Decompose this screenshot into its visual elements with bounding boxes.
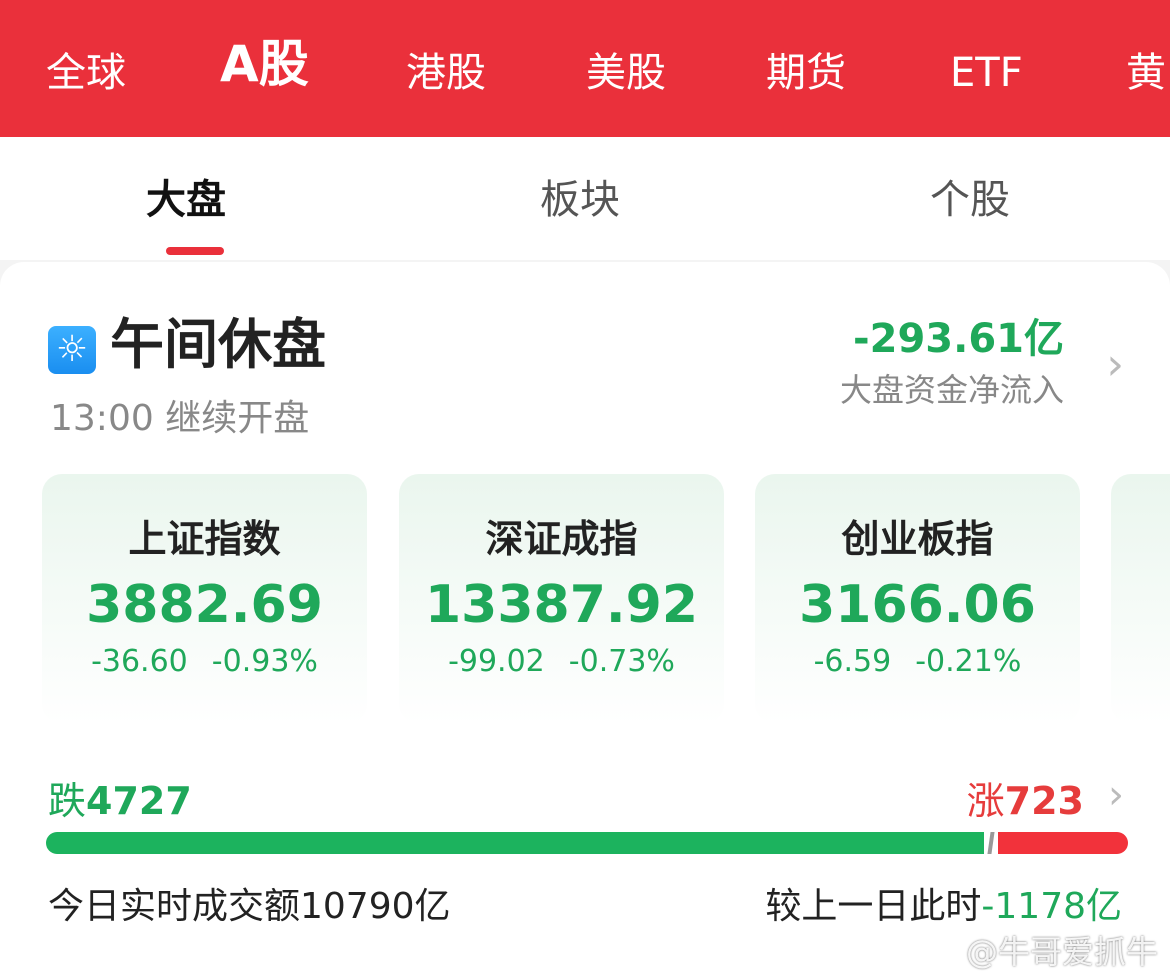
tab-etf[interactable]: ETF bbox=[950, 50, 1023, 96]
compare-value: -1178亿 bbox=[981, 886, 1122, 927]
tab-global[interactable]: 全球 bbox=[46, 50, 126, 96]
tab-us[interactable]: 美股 bbox=[586, 50, 666, 96]
advancers-bar bbox=[998, 832, 1128, 854]
fund-flow-value[interactable]: -293.61亿 bbox=[853, 316, 1064, 362]
compare-label: 较上一日此时 bbox=[765, 886, 982, 927]
advancers-value: 723 bbox=[1004, 779, 1084, 823]
bar-divider bbox=[987, 832, 995, 854]
tab-sectors[interactable]: 板块 bbox=[540, 177, 620, 223]
sun-icon: ☼ bbox=[48, 326, 96, 374]
tab-gold[interactable]: 黄 bbox=[1126, 50, 1166, 96]
index-value: 13387.92 bbox=[424, 574, 699, 635]
index-pct: -0.73% bbox=[568, 644, 675, 680]
tab-stocks[interactable]: 个股 bbox=[930, 177, 1010, 223]
market-overview-card: ☼ 午间休盘 13:00 继续开盘 -293.61亿 大盘资金净流入 › 上证指… bbox=[0, 262, 1170, 973]
tab-market[interactable]: 大盘 bbox=[146, 177, 226, 223]
watermark: @牛哥爱抓牛 bbox=[965, 933, 1158, 971]
index-change: -6.59 bbox=[813, 644, 892, 680]
decliners-label: 跌 bbox=[48, 779, 87, 823]
index-pct: -0.93% bbox=[211, 644, 318, 680]
index-card-partial[interactable] bbox=[1111, 474, 1170, 724]
market-tabs: 全球 A股 港股 美股 期货 ETF 黄 bbox=[0, 0, 1170, 137]
chevron-right-icon[interactable]: › bbox=[1106, 339, 1124, 390]
fund-flow-label[interactable]: 大盘资金净流入 bbox=[839, 371, 1064, 409]
tab-a-share[interactable]: A股 bbox=[220, 35, 309, 93]
index-name: 上证指数 bbox=[128, 517, 281, 561]
index-name: 创业板指 bbox=[841, 517, 994, 561]
market-status-subtitle: 13:00 继续开盘 bbox=[50, 398, 310, 439]
market-breadth-bar bbox=[46, 832, 1128, 854]
decliners-count[interactable]: 跌4727 bbox=[48, 779, 192, 824]
advancers-count[interactable]: 涨723 bbox=[966, 779, 1084, 824]
index-change: -36.60 bbox=[91, 644, 188, 680]
market-status-title: 午间休盘 bbox=[110, 313, 326, 376]
index-name: 深证成指 bbox=[485, 517, 638, 561]
index-value: 3882.69 bbox=[86, 574, 323, 635]
index-pct: -0.21% bbox=[915, 644, 1022, 680]
decliners-value: 4727 bbox=[86, 779, 192, 823]
tab-hk[interactable]: 港股 bbox=[406, 50, 486, 96]
turnover-compare: 较上一日此时-1178亿 bbox=[765, 886, 1122, 927]
decliners-bar bbox=[46, 832, 985, 854]
index-card[interactable]: 创业板指 3166.06 -6.59 -0.21% bbox=[755, 474, 1080, 724]
sub-tabs: 大盘 板块 个股 bbox=[0, 137, 1170, 260]
advancers-label: 涨 bbox=[966, 779, 1005, 823]
index-card[interactable]: 上证指数 3882.69 -36.60 -0.93% bbox=[42, 474, 367, 724]
active-tab-indicator bbox=[166, 247, 224, 255]
index-card[interactable]: 深证成指 13387.92 -99.02 -0.73% bbox=[399, 474, 724, 724]
turnover-label: 今日实时成交额10790亿 bbox=[48, 886, 451, 927]
chevron-right-icon[interactable]: › bbox=[1108, 772, 1124, 818]
index-change: -99.02 bbox=[448, 644, 545, 680]
tab-futures[interactable]: 期货 bbox=[766, 50, 846, 96]
index-value: 3166.06 bbox=[799, 574, 1036, 635]
